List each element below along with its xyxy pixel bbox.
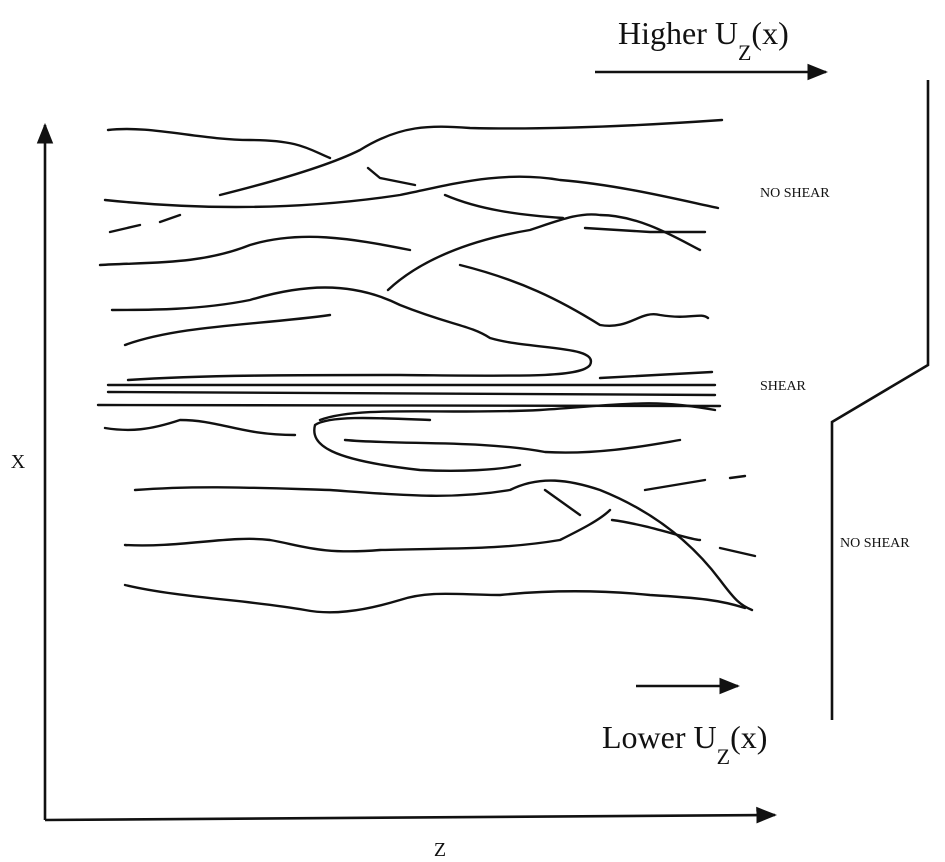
- top-label: Higher UZ(x): [618, 15, 789, 65]
- axis-label: X: [11, 451, 26, 473]
- axis-label: Z: [434, 839, 446, 861]
- label-arg: (x): [730, 719, 767, 755]
- bottom-label: Lower UZ(x): [602, 719, 767, 769]
- region-label: NO SHEAR: [760, 186, 830, 201]
- flow-lines: [96, 118, 757, 614]
- region-label: NO SHEAR: [840, 536, 910, 551]
- label-main: Higher U: [618, 15, 738, 51]
- region-label: SHEAR: [760, 379, 807, 394]
- label-main: Lower U: [602, 719, 717, 755]
- label-arg: (x): [751, 15, 788, 51]
- label-sub: Z: [717, 744, 730, 769]
- label-sub: Z: [738, 40, 751, 65]
- velocity-profile: [830, 80, 930, 720]
- z-axis: [44, 806, 778, 824]
